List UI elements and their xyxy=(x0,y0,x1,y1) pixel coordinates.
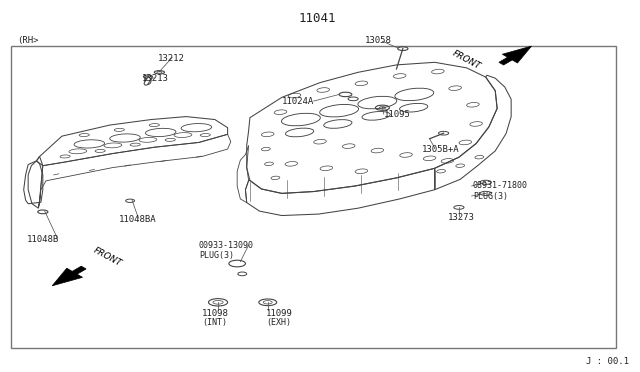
Bar xyxy=(11,46,616,349)
Polygon shape xyxy=(499,46,532,65)
Text: 11098: 11098 xyxy=(202,309,228,318)
Text: 08931-71800: 08931-71800 xyxy=(473,182,528,190)
Polygon shape xyxy=(52,266,86,286)
Text: 13058: 13058 xyxy=(365,36,392,45)
Text: (RH>: (RH> xyxy=(17,36,39,45)
Text: PLUG(3): PLUG(3) xyxy=(473,192,508,201)
Text: PLUG(3): PLUG(3) xyxy=(199,251,234,260)
Text: 11024A: 11024A xyxy=(282,97,314,106)
Text: 00933-13090: 00933-13090 xyxy=(199,241,254,250)
Text: FRONT: FRONT xyxy=(451,49,483,72)
Text: 1305B+A: 1305B+A xyxy=(422,145,460,154)
Text: 11048BA: 11048BA xyxy=(119,215,157,224)
Text: 13273: 13273 xyxy=(447,213,474,222)
Text: 11048B: 11048B xyxy=(27,235,59,244)
Text: 11041: 11041 xyxy=(298,12,335,25)
Text: 11099: 11099 xyxy=(266,309,292,318)
Text: FRONT: FRONT xyxy=(92,246,124,268)
Text: J : 00.1: J : 00.1 xyxy=(586,357,629,366)
Text: (EXH): (EXH) xyxy=(266,318,291,327)
Text: (INT): (INT) xyxy=(202,318,227,327)
Text: 13213: 13213 xyxy=(141,74,168,83)
Text: 11095: 11095 xyxy=(384,109,411,119)
Text: 13212: 13212 xyxy=(157,54,184,63)
